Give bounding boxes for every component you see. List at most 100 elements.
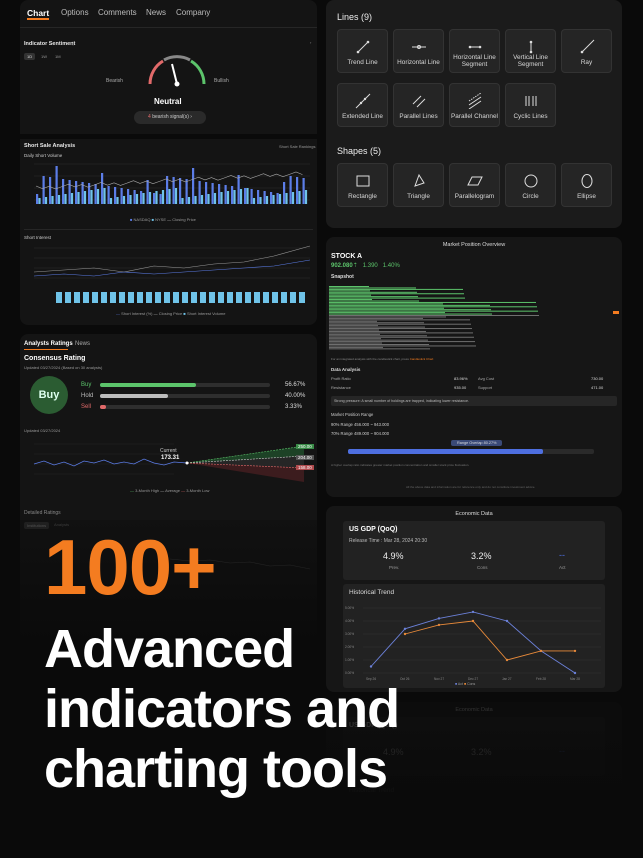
profile-bar [329, 330, 426, 332]
interest-bar [155, 292, 161, 303]
profile-bar [329, 322, 424, 324]
chip-link[interactable]: For an integrated analysis with the cand… [331, 357, 434, 361]
volume-bar [127, 189, 130, 204]
tool-vertical-line-segment[interactable]: Vertical Line Segment [505, 29, 556, 73]
nav-tab-company[interactable]: Company [176, 8, 211, 17]
stock-name: STOCK A [331, 253, 363, 260]
nav-tab-chart[interactable]: Chart [27, 8, 50, 18]
profile-bar [329, 348, 430, 350]
tool-label: Rectangle [348, 193, 377, 200]
trend-y-label: 5.00% [345, 606, 354, 610]
volume-bar [257, 190, 260, 204]
info-icon[interactable]: ⓘ [71, 41, 75, 46]
interest-bar [65, 292, 71, 303]
tab-news[interactable]: News [75, 341, 91, 347]
volume-bar [231, 186, 234, 204]
disclaimer: All the above data and information are f… [406, 485, 536, 489]
tool-extended-line[interactable]: Extended Line [337, 83, 388, 127]
volume-bar-nyse [90, 190, 93, 204]
trend-panel: Historical Trend 5.00% 4.00% 3.00% 2.00% 1.0… [343, 584, 605, 688]
tool-horizontal-line[interactable]: Horizontal Line [393, 29, 444, 73]
trend-point-act [471, 610, 475, 614]
volume-bar-nyse [207, 194, 210, 204]
nav-tab-news[interactable]: News [146, 8, 167, 17]
legend-si-vol: Short Interest Volume [186, 311, 226, 316]
profile-bar [329, 345, 476, 347]
volume-bar [179, 178, 182, 204]
volume-bar-nyse [135, 194, 139, 204]
mp-row-1-l1: Resistance [331, 385, 351, 390]
volume-bar-nyse [109, 198, 113, 204]
profile-bar [329, 329, 379, 331]
tool-ellipse[interactable]: Ellipse [561, 163, 612, 207]
verdict-circle: Buy [30, 376, 68, 414]
profile-bar [329, 313, 492, 315]
legend-low: 3-Month Low [186, 488, 210, 493]
hero-line-1: Advanced [44, 619, 295, 679]
tool-parallel-lines[interactable]: Parallel Lines [393, 83, 444, 127]
mp-row-0-l1: Profit Ratio [331, 376, 351, 381]
volume-profile-chart [329, 286, 619, 350]
profile-bar [329, 325, 378, 327]
volume-bar [146, 180, 149, 204]
tool-parallel-channel[interactable]: Parallel Channel [449, 83, 500, 127]
trend-x-label: Sep 26 [366, 677, 376, 681]
profile-bar [329, 286, 369, 287]
horizontal-line-segment-icon [468, 45, 481, 49]
volume-bar-nyse [187, 197, 191, 204]
hero-number: 100+ [44, 523, 217, 611]
interest-bar [245, 292, 251, 303]
range-badge: Range Overlap 80.27% [451, 440, 503, 446]
profile-bar [329, 307, 444, 309]
short-sale-rankings-link[interactable]: Short Sale Rankings [279, 144, 316, 149]
volume-bar [133, 190, 136, 204]
legend-nyse: NYSE [155, 217, 167, 222]
signal-pill[interactable]: 4 bearish signal(s) › [134, 111, 206, 124]
volume-bar [211, 183, 214, 204]
tool-cyclic-lines[interactable]: Cyclic Lines [505, 83, 556, 127]
volume-bar-nyse [129, 195, 132, 204]
tool-trend-line[interactable]: Trend Line [337, 29, 388, 73]
tool-triangle[interactable]: Triangle [393, 163, 444, 207]
profile-bar [329, 299, 372, 301]
interest-bar [263, 292, 269, 303]
period-1w[interactable]: 1W [41, 54, 47, 59]
tool-label: Extended Line [342, 113, 383, 120]
trend-point-cons [471, 619, 475, 623]
tool-ray[interactable]: Ray [561, 29, 612, 73]
profile-bar [329, 333, 380, 335]
period-1d[interactable]: 1D [24, 53, 36, 60]
nav-tab-options[interactable]: Options [61, 8, 89, 17]
trend-x-label: Nov 27 [434, 677, 444, 681]
short-interest-chart [33, 245, 311, 303]
volume-bar-nyse [155, 191, 158, 204]
tool-label: Horizontal Line [397, 59, 440, 66]
volume-bar [185, 179, 188, 204]
volume-bar-nyse [44, 197, 48, 204]
stock-price: 902.080 [331, 263, 353, 269]
pressure-note: Strong pressure: A small number of holdi… [331, 396, 617, 406]
bearish-label: Bearish [106, 78, 123, 84]
volume-bar-nyse [181, 198, 184, 204]
rectangle-icon [356, 175, 369, 187]
tool-horizontal-line-segment[interactable]: Horizontal Line Segment [449, 29, 500, 73]
active-tab-indicator [27, 18, 49, 20]
chevron-right-icon[interactable]: › [310, 40, 312, 45]
tool-circle[interactable]: Circle [505, 163, 556, 207]
stock-change-pct: 1.40% [382, 263, 400, 269]
nav-tab-comments[interactable]: Comments [98, 8, 137, 17]
volume-bar-nyse [194, 196, 197, 204]
interest-bar [200, 292, 206, 303]
profile-bar [329, 339, 428, 341]
tab-analyst-ratings[interactable]: Analysts Ratings [24, 341, 73, 347]
profile-bar [329, 342, 382, 344]
parallelogram-icon [466, 176, 483, 186]
volume-bar [198, 181, 201, 204]
gdp-act: -- [559, 550, 565, 560]
volume-bar [42, 176, 45, 204]
tool-parallelogram[interactable]: Parallelogram [449, 163, 500, 207]
tool-rectangle[interactable]: Rectangle [337, 163, 388, 207]
rating-label-2: Sell [81, 404, 92, 410]
right-fade-overlay [326, 700, 643, 858]
period-1m[interactable]: 1M [55, 54, 61, 59]
